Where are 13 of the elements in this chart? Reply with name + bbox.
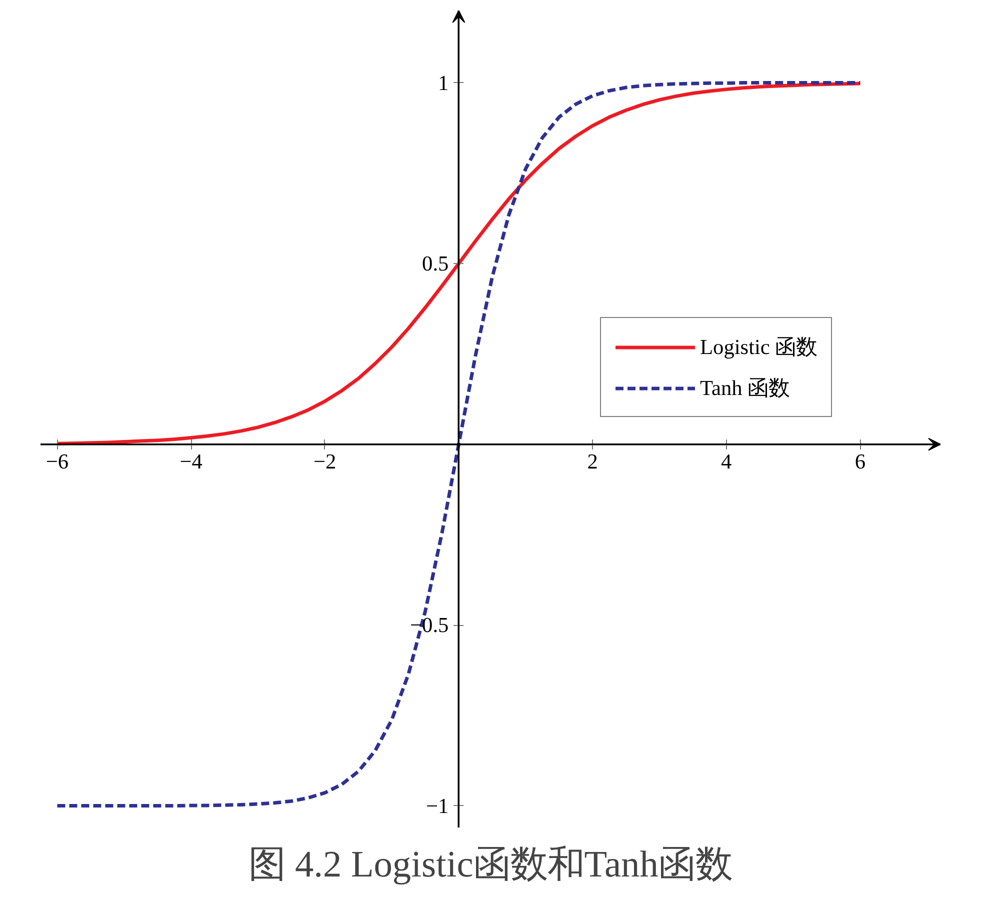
y-tick-label: 0.5 bbox=[422, 252, 449, 276]
x-tick-label: 6 bbox=[854, 449, 866, 474]
legend-label: Tanh 函数 bbox=[700, 375, 790, 402]
y-tick-label: −1 bbox=[426, 794, 449, 818]
x-tick-label: −4 bbox=[180, 449, 203, 474]
x-tick-label: 4 bbox=[721, 449, 732, 474]
legend-label: Logistic 函数 bbox=[700, 334, 818, 361]
y-tick-label: 1 bbox=[438, 70, 449, 95]
x-tick-label: −2 bbox=[314, 449, 336, 474]
y-tick-label: −0.5 bbox=[410, 613, 449, 638]
text: 图 4.2 Logistic函数和Tanh函数 bbox=[248, 844, 732, 886]
x-tick-label: 2 bbox=[587, 449, 598, 474]
x-tick-label: −6 bbox=[46, 449, 69, 474]
